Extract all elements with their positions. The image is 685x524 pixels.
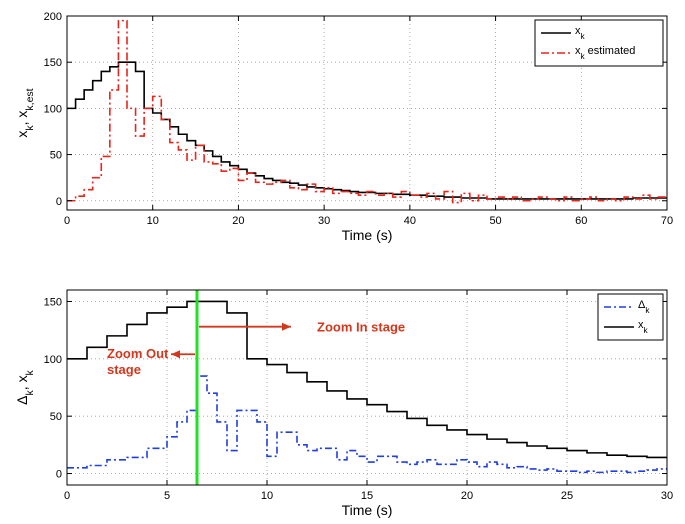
series-line-2 (67, 300, 667, 459)
y-axis-label: xk, xk,est (14, 88, 36, 137)
annotation-arrowhead-1 (282, 322, 291, 331)
annotation-text-1: Zoom In stage (317, 320, 405, 335)
x-tick-label: 20 (232, 215, 244, 227)
x-tick-label: 40 (404, 215, 416, 227)
legend-box (534, 19, 664, 67)
x-tick-label: 5 (164, 490, 170, 502)
legend-label-2: xk estimated (575, 45, 635, 61)
legend-label-1: xk (575, 25, 586, 41)
y-tick-label: 50 (50, 411, 62, 423)
y-tick-label: 50 (50, 150, 62, 162)
x-tick-label: 10 (261, 490, 273, 502)
y-tick-label: 100 (44, 354, 62, 366)
x-axis-label: Time (s) (342, 227, 393, 243)
y-tick-label: 0 (56, 196, 62, 208)
y-tick-label: 100 (44, 103, 62, 115)
x-tick-label: 0 (64, 215, 70, 227)
y-tick-label: 150 (44, 57, 62, 69)
x-tick-label: 30 (661, 490, 673, 502)
x-tick-label: 30 (318, 215, 330, 227)
annotation-arrowhead-2 (171, 350, 180, 359)
x-tick-label: 15 (361, 490, 373, 502)
annotation-text-2: Zoom Out (107, 346, 169, 361)
x-tick-label: 60 (575, 215, 587, 227)
x-tick-label: 70 (661, 215, 673, 227)
legend-label-1: Δk (638, 299, 650, 315)
x-tick-label: 20 (461, 490, 473, 502)
x-tick-label: 10 (147, 215, 159, 227)
x-tick-label: 25 (561, 490, 573, 502)
axes-frame (66, 15, 668, 211)
x-tick-label: 0 (64, 490, 70, 502)
y-axis-label-group: xk, xk,est (14, 88, 36, 137)
y-tick-label: 200 (44, 11, 62, 23)
y-tick-label: 150 (44, 296, 62, 308)
series-line-2 (67, 19, 667, 204)
y-axis-label: Δk, xk (14, 369, 36, 404)
series-line-1 (67, 61, 667, 200)
chart-1: 0 10 20 30 40 50 60 70 0 50 100 150 200 Time (s) xk, x… (14, 11, 673, 243)
x-tick-label: 50 (489, 215, 501, 227)
y-tick-label: 0 (56, 469, 62, 481)
legend-label-2: xk (638, 319, 649, 335)
legend-box (597, 293, 664, 341)
x-axis-label: Time (s) (342, 502, 393, 518)
annotation-text-2-line2: stage (107, 362, 141, 377)
y-axis-label-group: Δk, xk (14, 369, 36, 404)
